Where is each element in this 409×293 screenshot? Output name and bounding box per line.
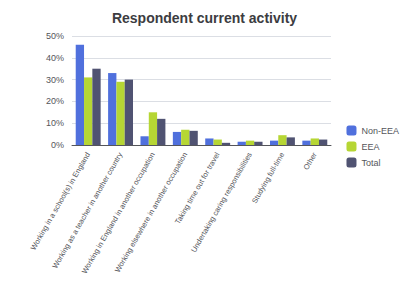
- svg-text:Non-EEA: Non-EEA: [361, 126, 399, 136]
- svg-text:50%: 50%: [46, 31, 64, 41]
- svg-text:Respondent current activity: Respondent current activity: [112, 10, 297, 26]
- svg-text:20%: 20%: [46, 96, 64, 106]
- svg-text:Working in a school(s) in Engl: Working in a school(s) in England: [29, 151, 92, 252]
- svg-text:Taking time out for travel: Taking time out for travel: [173, 150, 222, 226]
- svg-text:EEA: EEA: [361, 142, 379, 152]
- svg-text:0%: 0%: [51, 140, 64, 150]
- svg-text:Working as a teacher in anothe: Working as a teacher in another country: [50, 151, 124, 271]
- svg-text:30%: 30%: [46, 75, 64, 85]
- svg-text:Other: Other: [302, 150, 319, 171]
- svg-text:Studying full-time: Studying full-time: [250, 151, 286, 205]
- svg-text:Working in England in another: Working in England in another occupation: [79, 150, 157, 276]
- svg-text:Undertaking caring responsibil: Undertaking caring responsibilities: [189, 151, 254, 254]
- svg-text:10%: 10%: [46, 118, 64, 128]
- svg-text:40%: 40%: [46, 53, 64, 63]
- svg-text:Total: Total: [361, 158, 380, 168]
- svg-text:Working elsewhere in another o: Working elsewhere in another occupation: [112, 150, 190, 274]
